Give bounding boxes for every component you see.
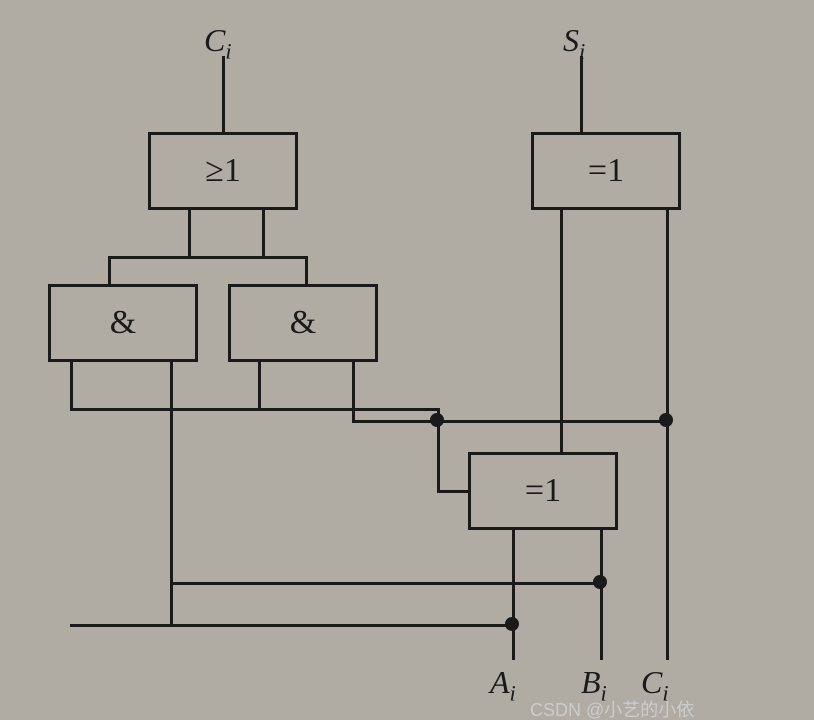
label-Ci-out: Ci — [204, 22, 232, 64]
circuit-canvas: ≥1 & & =1 =1 Ci Si Ai Bi Ci CSDN @小艺的小依 — [0, 0, 814, 720]
wire-2 — [188, 210, 191, 256]
wire-6 — [305, 256, 308, 284]
wire-3 — [262, 210, 265, 256]
gate-and1-label: & — [110, 306, 136, 340]
wire-11 — [258, 408, 440, 411]
gate-xor1-label: =1 — [588, 154, 624, 188]
junction-dot-0 — [505, 617, 519, 631]
wire-21 — [170, 582, 600, 585]
junction-dot-3 — [659, 413, 673, 427]
wire-17 — [560, 210, 563, 452]
wire-15 — [512, 530, 515, 660]
label-Si: Si — [563, 22, 585, 64]
junction-dot-1 — [593, 575, 607, 589]
watermark: CSDN @小艺的小依 — [530, 696, 694, 720]
wire-19 — [70, 408, 260, 411]
gate-or1-label: ≥1 — [205, 154, 241, 188]
wire-12 — [352, 420, 668, 423]
gate-and2: & — [228, 284, 378, 362]
wire-14 — [437, 490, 468, 493]
gate-or1: ≥1 — [148, 132, 298, 210]
gate-and1: & — [48, 284, 198, 362]
gate-xor2: =1 — [468, 452, 618, 530]
gate-xor2-label: =1 — [525, 474, 561, 508]
gate-and2-label: & — [290, 306, 316, 340]
wire-0 — [222, 56, 225, 132]
wire-20 — [70, 624, 512, 627]
junction-dot-2 — [430, 413, 444, 427]
wire-18 — [666, 210, 669, 660]
label-Ai: Ai — [490, 664, 516, 706]
wire-1 — [580, 56, 583, 132]
wire-7 — [70, 362, 73, 408]
gate-xor1: =1 — [531, 132, 681, 210]
wire-10 — [352, 362, 355, 420]
wire-9 — [258, 362, 261, 408]
wire-16 — [600, 530, 603, 660]
wire-4 — [108, 256, 308, 259]
wire-5 — [108, 256, 111, 284]
